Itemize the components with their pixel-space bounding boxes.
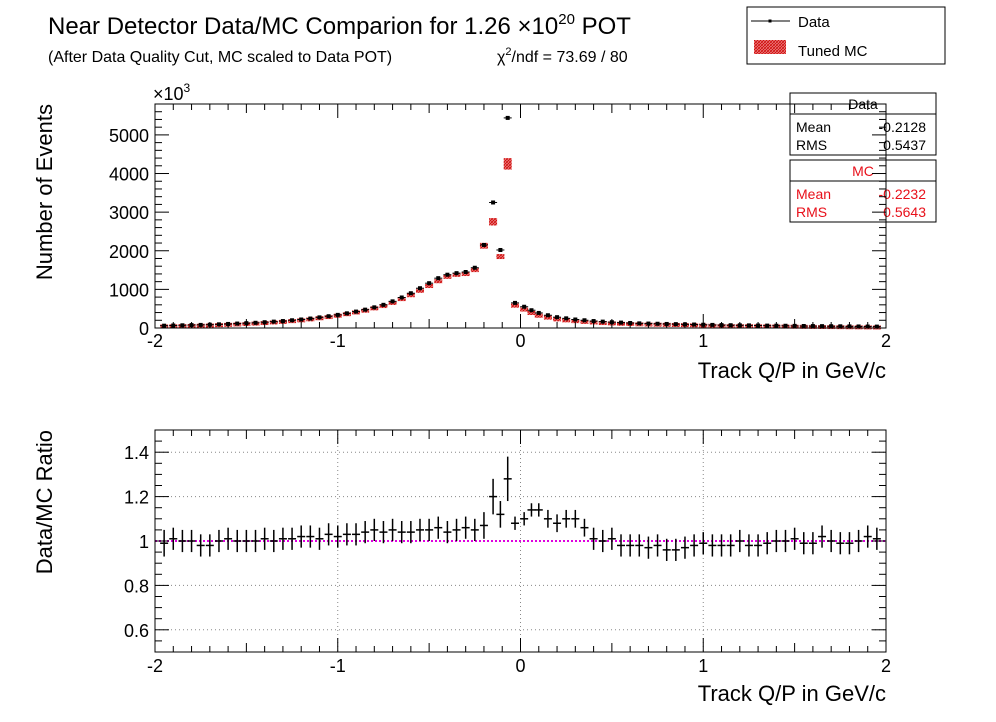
bottom-panel: -2 -1 0 1 2 0.6 0.8 1 1.2 1.4 Track Q/P in GeV/c… xyxy=(32,429,891,706)
bottom-x-tick-label: -1 xyxy=(330,656,346,676)
top-x-ticks: -2 -1 0 1 2 xyxy=(147,104,891,351)
top-data-points xyxy=(160,115,881,329)
stats-box-data: Data Mean -0.2128 RMS 0.5437 xyxy=(789,92,937,156)
stats-mc-mean-label: Mean xyxy=(796,186,831,202)
top-x-tick-label: -2 xyxy=(147,331,163,351)
stats-data-rms-label: RMS xyxy=(796,137,827,153)
mc-band xyxy=(489,218,498,226)
bottom-ratio-points xyxy=(160,456,881,561)
legend-data-marker xyxy=(768,19,772,23)
top-x-tick-label: -1 xyxy=(330,331,346,351)
legend: Data Tuned MC xyxy=(746,6,946,65)
legend-data-label: Data xyxy=(798,14,830,31)
top-y-axis-label: Number of Events xyxy=(32,104,57,280)
bottom-y-tick-label: 1.2 xyxy=(124,488,149,508)
chi2-label: χ2/ndf = 73.69 / 80 xyxy=(497,46,628,66)
mc-band xyxy=(503,158,512,170)
stats-mc-mean-value: -0.2232 xyxy=(879,186,927,202)
top-y-tick-label: 3000 xyxy=(109,203,149,223)
mc-band xyxy=(461,272,470,277)
top-y-ticks: 0 1000 2000 3000 4000 5000 xyxy=(109,103,886,339)
top-x-tick-label: 2 xyxy=(881,331,891,351)
top-y-multiplier: ×103 xyxy=(153,81,191,104)
top-y-tick-label: 5000 xyxy=(109,126,149,146)
bottom-grid xyxy=(155,430,886,652)
bottom-y-axis-label: Data/MC Ratio xyxy=(32,430,57,574)
bottom-x-axis-label: Track Q/P in GeV/c xyxy=(698,681,886,706)
bottom-y-ticks: 0.6 0.8 1 1.2 1.4 xyxy=(124,429,886,653)
stats-box-mc: MC Mean -0.2232 RMS 0.5643 xyxy=(789,159,937,223)
top-x-tick-label: 0 xyxy=(515,331,525,351)
mc-band xyxy=(520,307,529,312)
chart-title: Near Detector Data/MC Comparion for 1.26… xyxy=(48,11,631,40)
top-y-tick-label: 4000 xyxy=(109,165,149,185)
stats-data-mean-value: -0.2128 xyxy=(879,119,927,135)
bottom-y-tick-label: 0.6 xyxy=(124,621,149,641)
bottom-x-tick-label: 1 xyxy=(698,656,708,676)
stats-data-mean-label: Mean xyxy=(796,119,831,135)
top-mc-bands xyxy=(160,158,881,330)
bottom-x-ticks: -2 -1 0 1 2 xyxy=(147,430,891,676)
chart-subtitle: (After Data Quality Cut, MC scaled to Da… xyxy=(48,49,392,66)
stats-mc-title: MC xyxy=(852,163,874,179)
legend-mc-label: Tuned MC xyxy=(798,43,868,60)
top-x-tick-label: 1 xyxy=(698,331,708,351)
bottom-x-tick-label: -2 xyxy=(147,656,163,676)
mc-band xyxy=(553,317,562,322)
mc-band xyxy=(511,303,520,308)
mc-band xyxy=(425,284,434,289)
top-frame xyxy=(154,103,887,329)
mc-band xyxy=(543,315,552,320)
bottom-y-tick-label: 1 xyxy=(139,532,149,552)
mc-band xyxy=(434,279,443,284)
mc-band xyxy=(534,313,543,318)
stats-mc-rms-label: RMS xyxy=(796,204,827,220)
top-y-tick-label: 0 xyxy=(139,319,149,339)
mc-band xyxy=(443,274,452,279)
top-panel: -2 -1 0 1 2 0 1000 2000 3000 4000 5000 ×103 Track… xyxy=(32,81,891,383)
top-y-tick-label: 2000 xyxy=(109,242,149,262)
mc-band xyxy=(470,268,479,273)
bottom-x-tick-label: 2 xyxy=(881,656,891,676)
mc-band xyxy=(496,254,505,260)
mc-band xyxy=(415,288,424,293)
bottom-y-tick-label: 1.4 xyxy=(124,443,149,463)
top-y-tick-label: 1000 xyxy=(109,280,149,300)
top-x-axis-label: Track Q/P in GeV/c xyxy=(698,358,886,383)
stats-mc-rms-value: 0.5643 xyxy=(883,204,926,220)
stats-data-rms-value: 0.5437 xyxy=(883,137,926,153)
bottom-x-tick-label: 0 xyxy=(515,656,525,676)
mc-band xyxy=(527,311,536,316)
bottom-y-tick-label: 0.8 xyxy=(124,576,149,596)
legend-mc-swatch xyxy=(754,40,786,54)
